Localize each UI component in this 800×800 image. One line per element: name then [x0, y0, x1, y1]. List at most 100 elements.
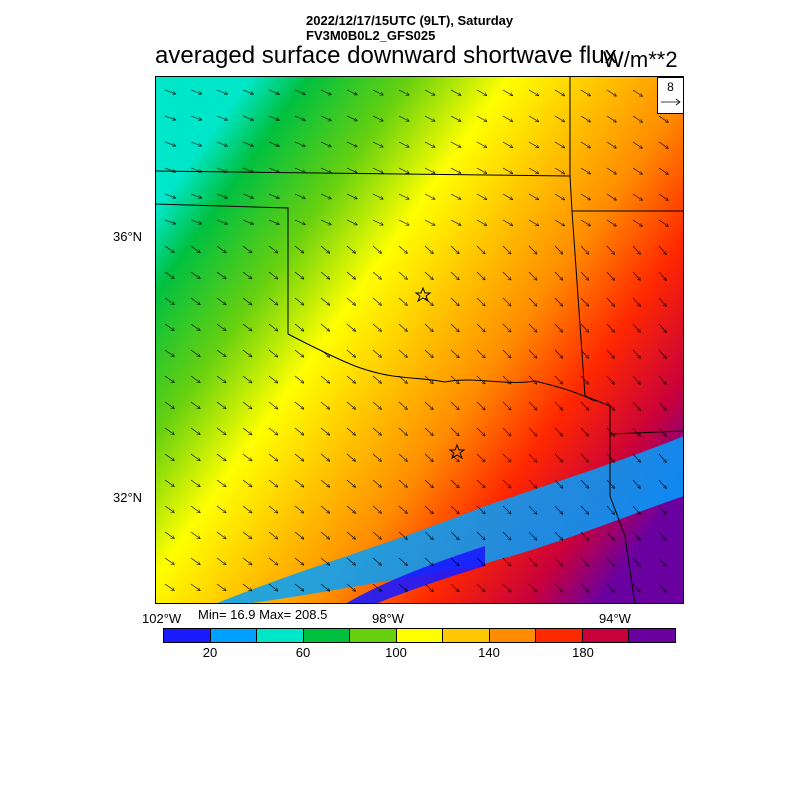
- wind-arrow: [606, 167, 616, 174]
- wind-arrow: [554, 245, 563, 254]
- wind-arrow: [398, 453, 407, 461]
- wind-arrow: [528, 219, 539, 226]
- wind-arrow: [294, 115, 305, 121]
- wind-arrow: [580, 479, 589, 488]
- wind-arrow: [632, 245, 640, 254]
- wind-arrow: [320, 193, 331, 199]
- wind-arrow: [190, 323, 200, 331]
- wind-arrow: [658, 505, 666, 514]
- min-max-label: Min= 16.9 Max= 208.5: [198, 607, 328, 622]
- wind-arrow: [398, 271, 407, 279]
- wind-arrow: [320, 427, 330, 435]
- wind-arrow: [164, 453, 174, 460]
- wind-arrow: [242, 375, 252, 383]
- wind-arrow: [190, 531, 200, 539]
- wind-arrow: [216, 141, 227, 146]
- wind-arrow: [476, 375, 485, 384]
- wind-arrow: [346, 271, 355, 279]
- wind-arrow: [268, 531, 278, 539]
- wind-arrow: [242, 401, 252, 409]
- wind-arrow: [580, 505, 589, 514]
- wind-arrow: [632, 219, 642, 226]
- wind-arrow: [346, 453, 355, 461]
- wind-arrow: [502, 531, 511, 540]
- wind-arrow: [528, 115, 539, 122]
- wind-arrow: [606, 583, 614, 592]
- wind-arrow: [268, 479, 278, 487]
- wind-arrow: [346, 557, 355, 565]
- wind-arrow: [580, 557, 589, 566]
- wind-arrow: [606, 193, 616, 200]
- wind-arrow: [190, 219, 201, 224]
- wind-arrow: [242, 271, 252, 279]
- wind-arrow: [242, 427, 252, 435]
- wind-arrow: [164, 531, 174, 538]
- wind-arrow: [372, 375, 381, 383]
- wind-arrow: [658, 193, 668, 200]
- wind-arrow: [554, 141, 564, 148]
- wind-arrow: [216, 193, 227, 198]
- colorbar-label-60: 60: [295, 645, 311, 660]
- wind-arrow: [268, 167, 279, 172]
- wind-arrow: [372, 479, 381, 487]
- wind-arrow: [372, 193, 383, 199]
- wind-arrow: [658, 297, 666, 306]
- wind-arrow: [502, 219, 513, 226]
- wind-arrow: [164, 297, 174, 304]
- wind-arrow: [190, 583, 200, 591]
- wind-arrow: [476, 583, 485, 592]
- wind-arrow: [242, 349, 252, 357]
- wind-arrow: [190, 297, 200, 305]
- wind-arrow: [268, 89, 279, 94]
- wind-arrow: [216, 323, 226, 331]
- wind-arrow: [346, 427, 355, 435]
- wind-arrow: [242, 245, 252, 253]
- wind-arrow: [398, 167, 409, 173]
- wind-arrow: [320, 245, 330, 253]
- wind-arrow: [216, 557, 226, 565]
- wind-arrow: [294, 531, 304, 539]
- wind-arrow: [242, 89, 253, 94]
- wind-arrow: [554, 89, 564, 96]
- wind-arrow: [320, 531, 330, 539]
- wind-arrow: [320, 479, 330, 487]
- wind-arrow: [528, 557, 537, 566]
- wind-arrow: [502, 167, 513, 174]
- wind-arrow: [294, 219, 305, 225]
- wind-arrow: [528, 375, 537, 384]
- colorbar-swatch-8: [536, 629, 583, 642]
- wind-arrow: [242, 115, 253, 120]
- plot-title: averaged surface downward shortwave flux: [155, 42, 617, 69]
- wind-arrow: [450, 167, 461, 173]
- wind-arrow: [398, 427, 407, 435]
- wind-arrow: [554, 323, 563, 332]
- wind-arrow: [190, 141, 201, 146]
- wind-arrow: [190, 427, 200, 435]
- wind-arrow: [164, 141, 175, 146]
- wind-arrow: [372, 219, 383, 225]
- wind-arrow: [372, 557, 381, 565]
- wind-arrow: [476, 271, 485, 280]
- wind-arrow: [164, 271, 174, 278]
- wind-arrow: [528, 141, 539, 148]
- wind-arrow: [450, 115, 461, 121]
- wind-arrow: [424, 583, 433, 592]
- wind-arrow: [528, 323, 537, 332]
- wind-arrow: [372, 115, 383, 121]
- wind-arrow: [268, 323, 278, 331]
- model-name-label: FV3M0B0L2_GFS025: [306, 28, 436, 43]
- wind-arrow: [606, 531, 614, 540]
- wind-arrow: [190, 193, 201, 198]
- wind-arrow: [502, 505, 511, 514]
- wind-arrow: [294, 167, 305, 173]
- wind-arrow: [476, 531, 485, 540]
- wind-arrow: [372, 401, 381, 409]
- wind-arrow: [528, 401, 537, 410]
- wind-arrow: [632, 583, 640, 592]
- wind-arrow: [632, 115, 642, 122]
- wind-arrow: [554, 453, 563, 462]
- wind-arrow: [346, 193, 357, 199]
- wind-arrow: [554, 531, 563, 540]
- wind-arrow: [190, 375, 200, 383]
- wind-arrow: [450, 583, 459, 592]
